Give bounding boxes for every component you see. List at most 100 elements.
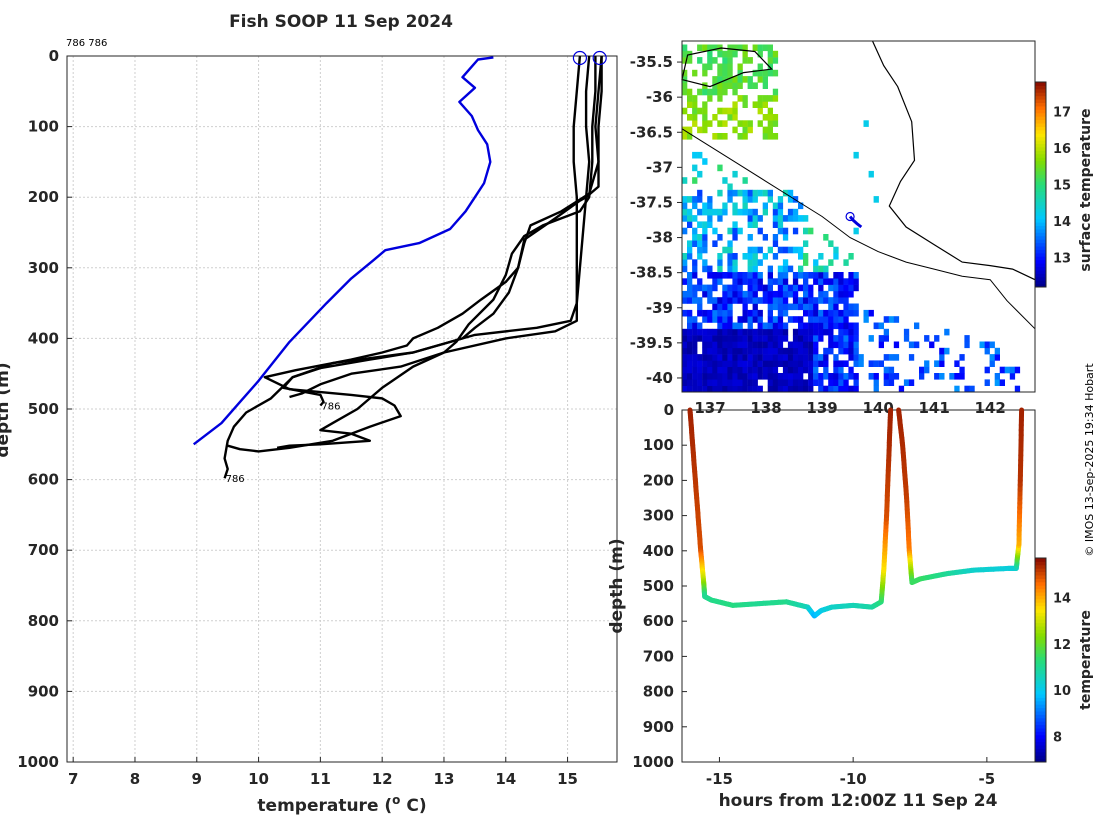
sst-cell: [838, 386, 843, 393]
sst-cell: [828, 304, 833, 311]
sst-cell: [813, 266, 818, 273]
sst-cell: [854, 278, 859, 285]
sst-cell: [707, 272, 712, 279]
sst-cell: [813, 367, 818, 374]
sst-cell: [788, 285, 793, 292]
sst-cell: [687, 240, 692, 247]
sst-cell: [803, 354, 808, 361]
time-depth-colorbar-segment: [1035, 575, 1046, 579]
sst-cell: [758, 310, 763, 317]
sst-cell: [813, 316, 818, 323]
sst-cell: [763, 373, 768, 380]
sst-cell: [768, 360, 773, 367]
sst-cell: [783, 367, 788, 374]
sst-cell: [884, 316, 889, 323]
sst-cell: [773, 240, 778, 247]
sst-cell: [732, 51, 737, 58]
sst-cell: [748, 278, 753, 285]
map-colorbar-segment: [1035, 239, 1046, 243]
sst-cell: [823, 272, 828, 279]
sst-cell: [743, 196, 748, 203]
sst-cell: [843, 348, 848, 355]
sst-cell: [803, 228, 808, 235]
sst-cell: [702, 360, 707, 367]
sst-cell: [854, 304, 859, 311]
sst-cell: [697, 45, 702, 52]
sst-cell: [773, 373, 778, 380]
sst-cell: [727, 57, 732, 64]
sst-cell: [763, 45, 768, 52]
sst-cell: [793, 335, 798, 342]
map-y-tick-label: -36: [646, 88, 673, 106]
sst-cell: [939, 373, 944, 380]
sst-cell: [808, 228, 813, 235]
sst-cell: [848, 278, 853, 285]
sst-cell: [743, 133, 748, 140]
sst-cell: [838, 316, 843, 323]
sst-cell: [763, 285, 768, 292]
sst-cell: [808, 342, 813, 349]
sst-cell: [687, 215, 692, 222]
sst-cell: [773, 386, 778, 393]
time-depth-colorbar-segment: [1035, 697, 1046, 701]
sst-cell: [712, 304, 717, 311]
sst-cell: [753, 316, 758, 323]
sst-cell: [964, 342, 969, 349]
sst-cell: [702, 316, 707, 323]
sst-cell: [985, 342, 990, 349]
sst-cell: [798, 272, 803, 279]
sst-cell: [763, 209, 768, 216]
sst-cell: [783, 278, 788, 285]
left-y-tick-label: 100: [28, 118, 59, 136]
sst-cell: [909, 379, 914, 386]
sst-cell: [843, 278, 848, 285]
map-colorbar-segment: [1035, 277, 1046, 281]
sst-cell: [712, 386, 717, 393]
sst-cell: [778, 386, 783, 393]
map-colorbar-segment: [1035, 106, 1046, 110]
sst-cell: [773, 209, 778, 216]
time-depth-colorbar-segment: [1035, 731, 1046, 735]
sst-cell: [692, 203, 697, 210]
sst-cell: [990, 342, 995, 349]
map-colorbar-tick-label: 16: [1053, 142, 1071, 157]
sst-cell: [768, 127, 773, 134]
sst-cell: [874, 379, 879, 386]
sst-cell: [783, 266, 788, 273]
sst-cell: [818, 329, 823, 336]
sst-cell: [778, 323, 783, 330]
sst-cell: [768, 310, 773, 317]
sst-cell: [697, 278, 702, 285]
map-colorbar-segment: [1035, 174, 1046, 178]
sst-cell: [753, 342, 758, 349]
sst-cell: [798, 373, 803, 380]
sst-cell: [823, 367, 828, 374]
sst-cell: [727, 354, 732, 361]
sst-cell: [848, 310, 853, 317]
sst-cell: [717, 360, 722, 367]
sst-cell: [1000, 367, 1005, 374]
sst-cell: [924, 360, 929, 367]
sst-cell: [854, 329, 859, 336]
time-depth-colorbar-segment: [1035, 609, 1046, 613]
sst-cell: [702, 310, 707, 317]
sst-cell: [717, 329, 722, 336]
sst-cell: [738, 272, 743, 279]
sst-cell: [763, 82, 768, 89]
sst-cell: [682, 133, 687, 140]
sst-cell: [838, 335, 843, 342]
sst-cell: [788, 373, 793, 380]
sst-cell: [843, 285, 848, 292]
time-depth-x-axis-label: hours from 12:00Z 11 Sep 24: [719, 791, 998, 811]
sst-cell: [773, 234, 778, 241]
sst-cell: [692, 360, 697, 367]
sst-cell: [773, 329, 778, 336]
sst-cell: [732, 367, 737, 374]
left-y-tick-label: 700: [28, 541, 59, 559]
sst-cell: [833, 278, 838, 285]
sst-cell: [803, 348, 808, 355]
sst-cell: [732, 297, 737, 304]
sst-cell: [813, 304, 818, 311]
map-colorbar-segment: [1035, 123, 1046, 127]
sst-cell: [874, 196, 879, 203]
